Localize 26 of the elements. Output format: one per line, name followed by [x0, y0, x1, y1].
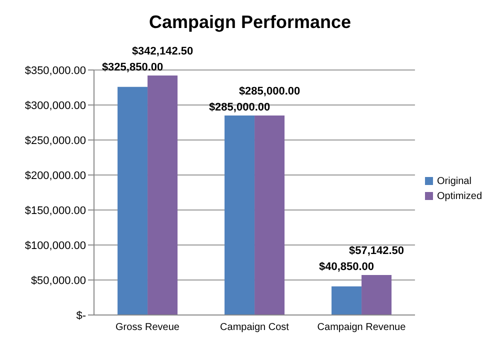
data-label: $285,000.00	[208, 102, 270, 114]
y-tick-label: $200,000.00	[24, 170, 86, 182]
x-tick-label: Gross Reveue	[116, 322, 180, 334]
x-tick-label: Campaign Cost	[220, 322, 290, 334]
data-label: $285,000.00	[238, 86, 300, 98]
legend-label: Original	[436, 176, 472, 186]
legend-label: Optimized	[436, 190, 482, 202]
data-label: $57,142.50	[348, 245, 404, 257]
y-tick-label: $-	[76, 310, 86, 322]
bar	[254, 116, 285, 315]
y-tick-label: $100,000.00	[24, 240, 86, 252]
bar	[224, 116, 255, 315]
bar	[362, 275, 392, 315]
y-tick-label: $300,000.00	[24, 100, 86, 112]
bar	[118, 86, 148, 315]
bar	[148, 76, 178, 315]
y-tick-label: $350,000.00	[24, 64, 86, 77]
data-label: $40,850.00	[318, 261, 374, 273]
y-tick-label: $250,000.00	[24, 134, 86, 147]
y-tick-label: $150,000.00	[24, 204, 86, 217]
bar	[332, 286, 362, 315]
y-tick-label: $50,000.00	[30, 274, 86, 287]
data-label: $325,850.00	[102, 62, 164, 74]
chart-title: Campaign Performance	[148, 11, 352, 34]
data-label: $342,142.50	[132, 46, 194, 58]
x-tick-label: Campaign Revenue	[317, 322, 406, 334]
